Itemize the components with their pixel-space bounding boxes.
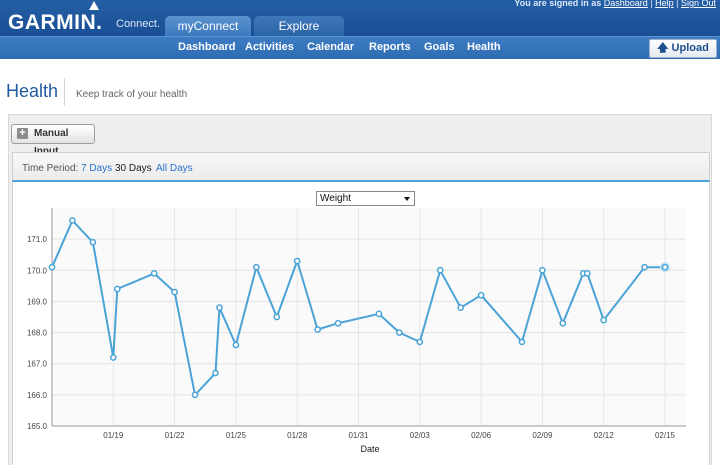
y-tick-label: 166.0 — [27, 391, 48, 400]
x-tick-label: 02/12 — [594, 431, 615, 440]
data-point — [583, 270, 591, 277]
data-point — [293, 257, 301, 265]
top-header: GARMIN. Connect. You are signed in as Da… — [0, 0, 720, 36]
chart-series — [48, 217, 670, 399]
logo-triangle-icon — [89, 1, 99, 10]
x-tick-label: 02/06 — [471, 431, 492, 440]
tab-explore[interactable]: Explore — [254, 16, 344, 36]
nav-activities[interactable]: Activities — [245, 41, 294, 53]
manual-input-label: Manual Input — [34, 128, 69, 157]
data-point — [273, 313, 281, 321]
metric-select-value: Weight — [320, 193, 351, 204]
data-point — [113, 285, 121, 293]
plus-icon: + — [17, 128, 28, 139]
data-point — [171, 288, 178, 296]
x-axis-label: Date — [360, 444, 379, 454]
upload-label: Upload — [671, 42, 709, 54]
data-point — [375, 310, 383, 318]
x-tick-label: 02/15 — [655, 431, 676, 440]
data-point — [539, 266, 546, 274]
upload-button[interactable]: 🡅 Upload — [649, 39, 717, 58]
signed-in-text: You are signed in as — [514, 0, 602, 8]
data-point — [89, 238, 97, 246]
nav-reports[interactable]: Reports — [369, 41, 411, 53]
chevron-down-icon — [404, 197, 410, 201]
x-tick-label: 01/19 — [103, 431, 124, 440]
manual-input-button[interactable]: + Manual Input — [11, 124, 95, 157]
y-tick-label: 170.0 — [27, 266, 48, 275]
data-point — [191, 391, 199, 399]
time-period-bar — [12, 152, 710, 182]
weight-series-line — [51, 219, 665, 396]
data-point — [232, 341, 240, 349]
title-divider — [64, 78, 65, 106]
x-tick-label: 01/28 — [287, 431, 308, 440]
data-point — [48, 263, 56, 271]
user-links: You are signed in as Dashboard | Help | … — [514, 0, 716, 8]
nav-calendar[interactable]: Calendar — [307, 41, 355, 53]
x-tick-label: 02/03 — [410, 431, 431, 440]
data-point — [559, 319, 567, 327]
data-point — [334, 319, 342, 327]
nav-health[interactable]: Health — [467, 41, 501, 53]
main-nav: Dashboard Activities Calendar Reports Go… — [0, 36, 720, 59]
garmin-logo[interactable]: GARMIN. — [8, 11, 103, 34]
y-tick-label: 169.0 — [27, 297, 48, 306]
data-point — [109, 354, 117, 361]
data-point — [477, 291, 485, 299]
metric-select[interactable]: Weight — [316, 191, 415, 206]
data-point — [252, 263, 260, 271]
x-tick-label: 02/09 — [532, 431, 553, 440]
page-title: Health — [6, 81, 59, 101]
nav-goals[interactable]: Goals — [424, 41, 455, 53]
x-tick-label: 01/25 — [226, 431, 247, 440]
data-point — [314, 326, 321, 333]
data-point — [216, 304, 223, 312]
data-point — [641, 263, 648, 271]
user-link-dashboard[interactable]: Dashboard — [603, 0, 648, 8]
chart-axes: 165.0 166.0 167.0 168.0 169.0 170.0 171.0 01/19… — [27, 208, 686, 440]
x-tick-label: 01/31 — [348, 431, 369, 440]
period-all-days[interactable]: All Days — [156, 163, 193, 174]
data-point — [150, 270, 158, 277]
data-point — [661, 263, 669, 271]
page-subtitle: Keep track of your health — [76, 89, 188, 100]
time-period-label: Time Period: — [22, 163, 79, 174]
y-tick-label: 171.0 — [27, 235, 48, 244]
nav-dashboard[interactable]: Dashboard — [178, 41, 236, 53]
period-30-days[interactable]: 30 Days — [115, 163, 152, 174]
data-point — [416, 338, 424, 346]
data-point — [436, 266, 444, 274]
x-tick-label: 01/22 — [165, 431, 186, 440]
data-point — [457, 304, 465, 312]
upload-arrow-icon: 🡅 — [657, 42, 669, 54]
user-link-help[interactable]: Help — [655, 0, 674, 8]
data-point — [69, 217, 76, 224]
period-7-days[interactable]: 7 Days — [81, 163, 113, 174]
user-link-sign-out[interactable]: Sign Out — [680, 0, 716, 8]
data-point — [600, 316, 608, 324]
data-point — [212, 369, 219, 377]
data-point — [396, 329, 403, 336]
y-tick-label: 165.0 — [27, 422, 48, 431]
connect-logo-text: Connect. — [116, 18, 161, 30]
tab-myconnect[interactable]: myConnect — [165, 16, 251, 36]
data-point — [518, 338, 526, 346]
y-tick-label: 168.0 — [27, 329, 48, 338]
y-tick-label: 167.0 — [27, 360, 48, 369]
